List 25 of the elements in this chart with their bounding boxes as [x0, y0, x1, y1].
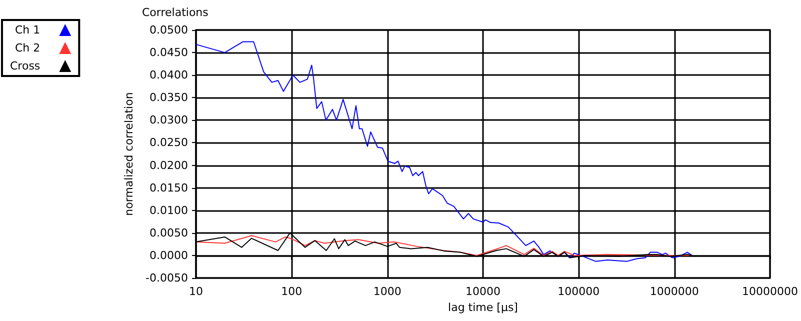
- y-tick-label: 0.0400: [150, 68, 188, 82]
- legend-label: Ch 1: [14, 24, 40, 36]
- legend-label: Ch 2: [14, 42, 40, 54]
- y-tick-label: 0.0150: [150, 181, 188, 194]
- y-tick-label: 0.0500: [150, 24, 188, 36]
- y-tick-label: 0.0350: [150, 91, 188, 104]
- x-tick-label: 1000000: [650, 285, 699, 298]
- y-tick-label: 0.0200: [150, 158, 188, 172]
- x-tick-label: 10: [189, 285, 203, 298]
- y-tick-label: 0.0000: [150, 248, 188, 262]
- y-tick-label: 0.0050: [150, 226, 188, 240]
- y-tick-label: 0.0300: [150, 114, 188, 127]
- x-tick-label: 10000000: [742, 285, 798, 298]
- x-tick-label: 10000: [466, 285, 501, 298]
- y-tick-label: 0.0450: [150, 46, 188, 60]
- legend-label: Cross: [10, 60, 40, 72]
- chart-title: Correlations: [142, 6, 209, 19]
- x-axis-title: lag time [µs]: [448, 300, 518, 314]
- x-tick-label: 100: [281, 285, 302, 298]
- y-tick-label: -0.0050: [146, 272, 188, 284]
- x-tick-label: 1000: [373, 285, 402, 298]
- y-tick-label: 0.0250: [150, 136, 188, 150]
- x-tick-label: 100000: [558, 285, 600, 298]
- y-axis-title: normalized correlation: [122, 92, 136, 216]
- y-tick-label: 0.0100: [150, 204, 188, 217]
